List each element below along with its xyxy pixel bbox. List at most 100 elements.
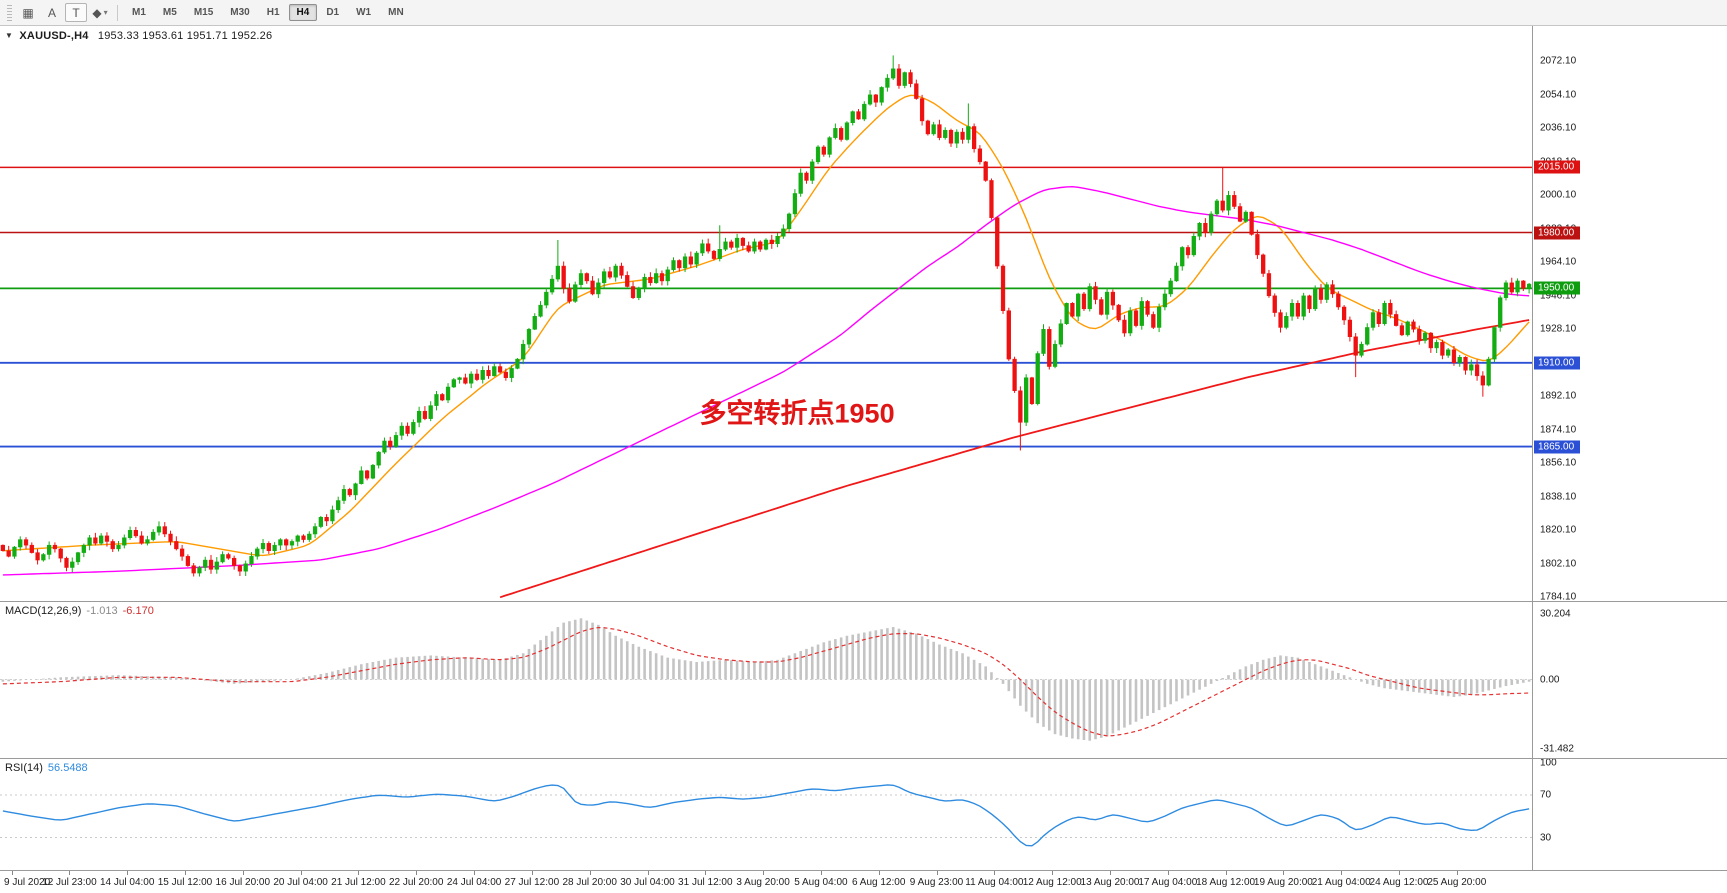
time-label: 5 Aug 04:00 [794, 877, 848, 888]
tf-button-h4[interactable]: H4 [288, 4, 318, 21]
toolbar-drag-handle[interactable] [7, 4, 12, 21]
time-tick-mark [820, 871, 822, 875]
rsi-line [2, 784, 1530, 847]
time-tick-mark [936, 871, 938, 875]
rsi-value: 56.5488 [47, 762, 88, 774]
price-line-label: 1950.00 [1534, 281, 1581, 295]
price-line-label: 1980.00 [1534, 226, 1581, 240]
macd-signal-line [2, 626, 1530, 737]
time-label: 18 Aug 12:00 [1196, 877, 1256, 888]
ma-mid-magenta [2, 185, 1530, 576]
macd-tick: -31.482 [1540, 743, 1574, 755]
price-line-label: 1910.00 [1534, 356, 1581, 370]
annotation-text[interactable]: 多空转折点1950 [700, 397, 895, 428]
main-plot-svg[interactable]: 多空转折点1950 [0, 26, 1532, 601]
time-label: 9 Aug 23:00 [909, 877, 964, 888]
tf-button-m1[interactable]: M1 [132, 7, 146, 18]
cursor-a-button[interactable]: A [47, 5, 56, 20]
time-label: 14 Jul 04:00 [99, 877, 155, 888]
time-tick-mark [1283, 871, 1285, 875]
shapes-dropdown-button[interactable]: ◆ ▾ [92, 5, 108, 20]
support-resistance-lines[interactable] [0, 166, 1532, 448]
rsi-tick: 100 [1540, 758, 1557, 769]
rsi-tick: 70 [1540, 789, 1552, 801]
tf-button-m15[interactable]: M15 [193, 7, 214, 18]
time-tick-mark [11, 871, 13, 875]
rsi-tick: 30 [1540, 832, 1552, 844]
chart-window: ▼ XAUUSD-,H4 1953.33 1953.61 1951.71 195… [0, 26, 1727, 893]
time-label: 25 Aug 20:00 [1427, 877, 1487, 888]
timeframe-group: M1 M5 M15 M30 H1 H4 D1 W1 MN [124, 4, 412, 21]
text-t-button[interactable]: T [65, 3, 87, 22]
chart-title: ▼ XAUUSD-,H4 1953.33 1953.61 1951.71 195… [5, 30, 272, 42]
tf-button-m5[interactable]: M5 [162, 7, 177, 18]
time-tick-mark [763, 871, 765, 875]
toolbar-left-buttons: ▦ A T ◆ ▾ [17, 3, 111, 22]
time-label: 9 Jul 2020 [4, 877, 51, 888]
toolbar: ▦ A T ◆ ▾ M1 M5 M15 M30 H1 H4 D1 W1 MN [0, 0, 1727, 26]
time-tick-mark [878, 871, 880, 875]
time-label: 12 Jul 23:00 [42, 877, 97, 888]
time-label: 19 Aug 20:00 [1253, 877, 1313, 888]
price-tick: 1928.10 [1540, 323, 1577, 335]
time-label: 22 Jul 20:00 [388, 877, 444, 888]
rsi-plot-svg[interactable] [0, 759, 1532, 870]
rsi-name: RSI(14) [5, 762, 43, 774]
chart-grid-icon[interactable]: ▦ [22, 5, 34, 20]
time-label: 30 Jul 04:00 [620, 877, 675, 888]
collapse-triangle-icon[interactable]: ▼ [5, 31, 14, 40]
chart-ohlc-values: 1953.33 1953.61 1951.71 1952.26 [97, 30, 273, 42]
time-tick-mark [1110, 871, 1111, 875]
time-tick-mark [1225, 871, 1227, 875]
time-label: 17 Aug 04:00 [1138, 877, 1198, 888]
time-label: 24 Aug 12:00 [1369, 877, 1429, 888]
candles [0, 55, 1532, 577]
tf-button-m30[interactable]: M30 [230, 7, 250, 18]
macd-tick: 0.00 [1540, 674, 1560, 686]
time-label: 31 Jul 12:00 [678, 877, 733, 888]
time-label: 6 Aug 12:00 [851, 877, 906, 888]
time-label: 20 Jul 04:00 [273, 877, 328, 888]
macd-label: MACD(12,26,9) -1.013 -6.170 [5, 605, 154, 617]
macd-name: MACD(12,26,9) [5, 605, 82, 617]
tf-button-d1[interactable]: D1 [326, 7, 340, 18]
price-tick: 2054.10 [1540, 89, 1577, 101]
time-axis[interactable]: 9 Jul 2020 12 Jul 23:00 14 Jul 04:00 15 Jul… [0, 870, 1727, 893]
price-tick: 1820.10 [1540, 524, 1577, 536]
price-tick: 2000.10 [1540, 189, 1577, 201]
price-tick: 2036.10 [1540, 122, 1577, 134]
time-tick-mark [69, 871, 71, 875]
time-label: 24 Jul 04:00 [446, 877, 502, 888]
price-tick: 1892.10 [1540, 390, 1577, 402]
time-label: 11 Aug 04:00 [965, 877, 1024, 888]
macd-tick: 30.204 [1540, 608, 1571, 620]
price-tick: 1784.10 [1540, 591, 1577, 601]
macd-pane[interactable]: MACD(12,26,9) -1.013 -6.170 [0, 601, 1532, 758]
tf-button-h1[interactable]: H1 [266, 7, 280, 18]
rsi-pane[interactable]: RSI(14) 56.5488 [0, 758, 1532, 870]
time-tick-mark [705, 871, 707, 875]
time-tick-mark [474, 871, 476, 875]
macd-plot-svg[interactable] [0, 602, 1532, 758]
macd-axis[interactable]: 30.204 0.00 -31.482 [1532, 601, 1727, 758]
tf-button-w1[interactable]: W1 [356, 7, 372, 18]
macd-signal-value: -6.170 [122, 605, 154, 617]
price-tick: 1856.10 [1540, 457, 1577, 469]
main-chart-pane[interactable]: ▼ XAUUSD-,H4 1953.33 1953.61 1951.71 195… [0, 26, 1532, 601]
macd-main-value: -1.013 [86, 605, 118, 617]
time-tick-mark [589, 871, 591, 875]
time-label: 21 Aug 04:00 [1311, 877, 1371, 888]
ma-fast-orange [2, 94, 1530, 557]
price-tick: 1964.10 [1540, 256, 1577, 268]
rsi-axis[interactable]: 100 70 30 [1532, 758, 1727, 870]
time-label: 28 Jul 20:00 [562, 877, 617, 888]
price-axis[interactable]: 2072.102054.102036.102018.102000.101982.… [1532, 26, 1727, 601]
time-label: 13 Aug 20:00 [1080, 877, 1140, 888]
time-tick-mark [185, 871, 186, 875]
price-tick: 2072.10 [1540, 55, 1577, 67]
tf-button-mn[interactable]: MN [388, 7, 404, 18]
time-tick-mark [647, 871, 649, 875]
moving-averages [2, 94, 1530, 599]
rsi-label: RSI(14) 56.5488 [5, 762, 88, 774]
time-tick-mark [1052, 871, 1054, 875]
